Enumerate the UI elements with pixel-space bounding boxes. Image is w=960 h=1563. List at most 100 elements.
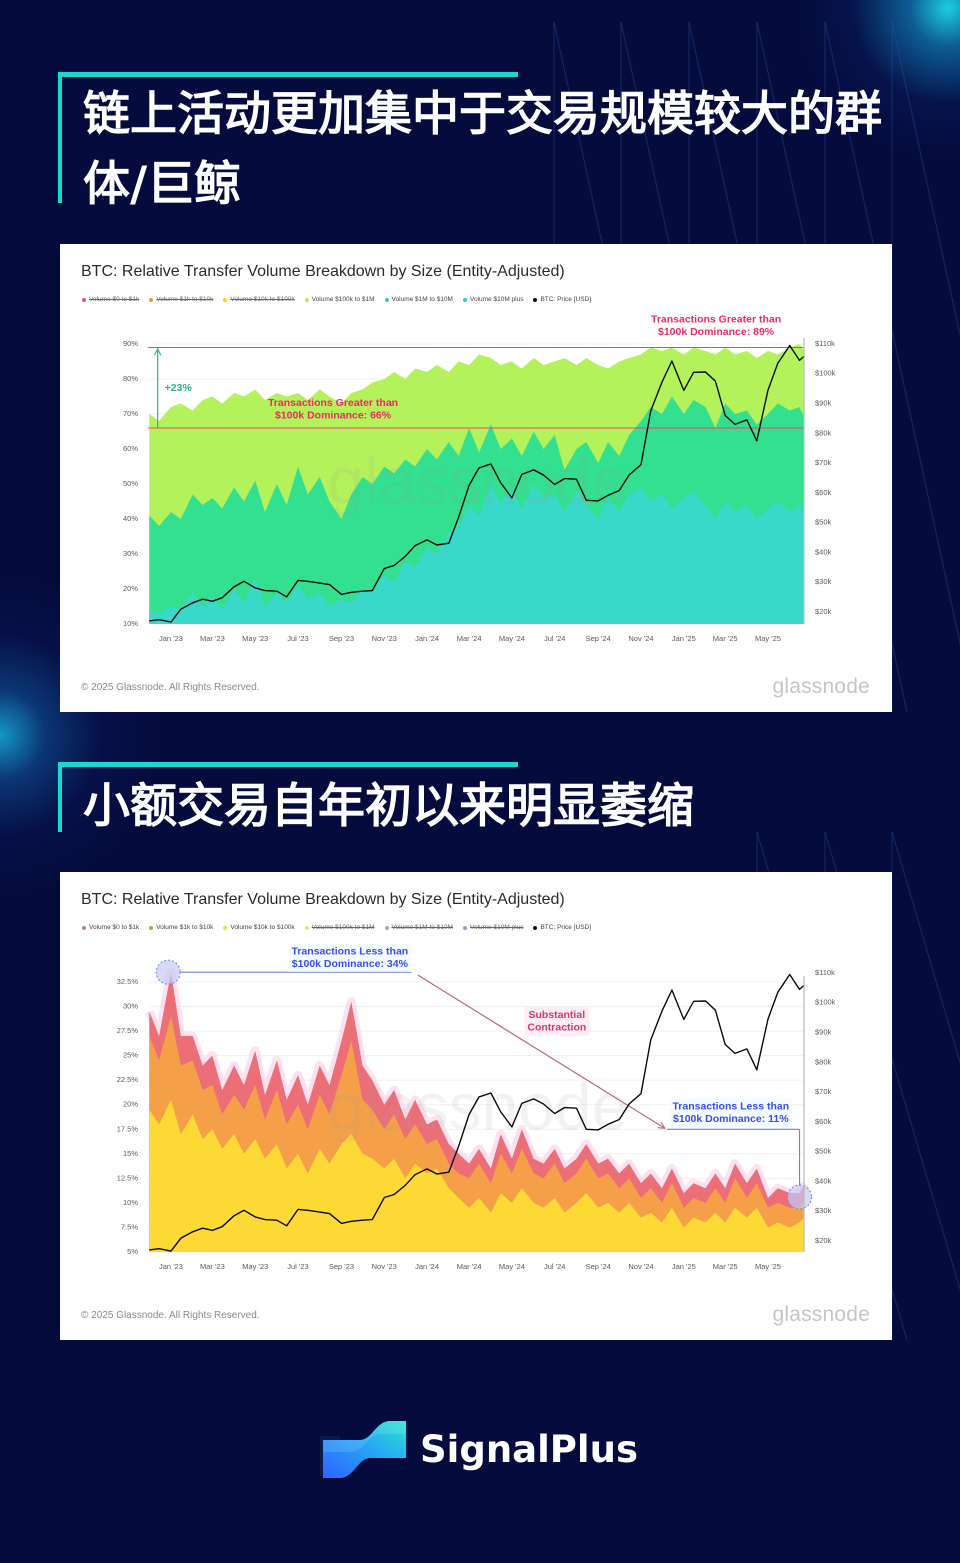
annotation-text: $100k Dominance: 66% [275, 409, 392, 421]
x-tick-label: Sep '23 [329, 1262, 354, 1271]
y2-tick-label: $50k [815, 1147, 832, 1156]
legend-item[interactable]: Volume $1k to $10k [149, 296, 213, 304]
legend-dot-icon [223, 926, 228, 930]
section-small-transfers: 小额交易自年初以来明显萎缩 [58, 762, 938, 834]
brand-name: SignalPlus [420, 1428, 638, 1471]
legend-label: Volume $1k to $10k [156, 296, 214, 303]
annotation-text: Contraction [527, 1022, 586, 1034]
highlight-circle [787, 1184, 813, 1210]
x-tick-label: Nov '24 [628, 1262, 653, 1271]
y-tick-label: 15% [123, 1149, 138, 1158]
glassnode-watermark: glassnode [328, 443, 629, 517]
legend-item[interactable]: Volume $10k to $100k [223, 924, 295, 932]
legend-dot-icon [462, 926, 467, 930]
btc-price-line[interactable] [149, 973, 805, 1252]
legend-item[interactable]: BTC: Price [USD] [533, 924, 591, 932]
glassnode-logo: glassnode [772, 675, 870, 698]
legend-item[interactable]: Volume $10k to $100k [223, 296, 295, 304]
area-volume-10m-plus[interactable] [149, 484, 805, 624]
x-tick-label: Sep '24 [586, 634, 611, 643]
y2-tick-label: $30k [815, 577, 832, 586]
x-tick-label: Jul '23 [287, 1262, 308, 1271]
y2-tick-label: $110k [815, 339, 835, 348]
y2-tick-label: $60k [815, 488, 832, 497]
legend-item[interactable]: Volume $100k to $1M [304, 296, 375, 304]
chart-title: BTC: Relative Transfer Volume Breakdown … [81, 263, 565, 280]
section-title-line: 链上活动更加集中于交易规模较大的群 [83, 87, 882, 142]
annotation-text: Transactions Greater than [268, 397, 398, 409]
y2-tick-label: $110k [815, 968, 835, 977]
decor-line [824, 21, 960, 646]
annotation-labels-layer: +23%Transactions Greater than$100k Domin… [165, 314, 781, 422]
watermark-layer: glassnode [328, 443, 629, 517]
y2-tick-label: $40k [815, 1176, 832, 1185]
x-tick-label: May '24 [499, 634, 525, 643]
highlight-circle [155, 959, 181, 985]
area-layer [149, 344, 805, 624]
y-tick-label: 10% [123, 1198, 138, 1207]
x-tick-label: Jan '23 [159, 634, 183, 643]
y-tick-label: 32.5% [117, 977, 139, 986]
y2-tick-label: $90k [815, 1028, 832, 1037]
copyright-text: © 2025 Glassnode. All Rights Reserved. [81, 1310, 260, 1321]
y2-tick-label: $80k [815, 1057, 832, 1066]
legend-dot-icon [149, 926, 154, 930]
x-tick-label: Jul '24 [544, 634, 565, 643]
y2-tick-label: $70k [815, 458, 832, 467]
x-tick-label: Jul '24 [544, 1262, 565, 1271]
annotation-label: +23% [165, 382, 193, 394]
annotation-bg [288, 943, 412, 972]
y2-tick-label: $40k [815, 547, 832, 556]
accent-bar-top [58, 762, 518, 767]
signalplus-brand: SignalPlus [320, 1418, 650, 1484]
chart-card-small-transfers: glassnode Transactions Less than $100k Dom… [60, 872, 892, 1340]
legend-dot-icon [82, 298, 86, 302]
x-tick-label: May '25 [755, 634, 781, 643]
annotation-text: $100k Dominance: 89% [658, 326, 775, 338]
annotation-text: Substantial [529, 1009, 586, 1021]
area-volume-10k-to-100k[interactable] [149, 1099, 805, 1252]
section-title-line: 体/巨鲸 [83, 157, 242, 212]
legend-label: Volume $100k to $1M [311, 924, 375, 931]
price-layer [149, 344, 805, 623]
legend-item[interactable]: Volume $1k to $10k [149, 924, 213, 932]
annotation-label: Transactions Greater than$100k Dominance… [268, 397, 398, 422]
y2-tick-label: $90k [815, 399, 832, 408]
legend-item[interactable]: Volume $1M to $10M [384, 296, 453, 304]
legend-dot-icon [223, 298, 228, 302]
x-tick-label: Jan '25 [672, 1262, 696, 1271]
legend-label: Volume $0 to $1k [89, 296, 140, 303]
chart-legend: Volume $0 to $1k Volume $1k to $10k Volume… [82, 924, 591, 932]
btc-price-line[interactable] [149, 344, 805, 623]
legend-item[interactable]: Volume $0 to $1k [82, 924, 139, 932]
annotation-arrow [417, 974, 665, 1128]
legend-label: Volume $0 to $1k [89, 924, 140, 931]
legend-item[interactable]: Volume $10M plus [462, 296, 523, 304]
legend-item[interactable]: BTC: Price [USD] [533, 296, 591, 304]
legend-item[interactable]: Volume $100k to $1M [304, 924, 375, 932]
x-tick-label: Jan '23 [159, 1262, 183, 1271]
x-tick-label: Mar '25 [713, 1262, 738, 1271]
x-tick-label: Nov '23 [372, 1262, 397, 1271]
section-title: 链上活动更加集中于交易规模较大的群 体/巨鲸 [83, 80, 882, 220]
annotation-labels-layer: Transactions Less than$100k Dominance: 3… [155, 943, 813, 1210]
legend-label: Volume $1k to $10k [156, 924, 214, 931]
x-tick-label: May '25 [755, 1262, 781, 1271]
x-tick-label: Nov '23 [372, 634, 397, 643]
annotation-text: Transactions Less than [672, 1100, 789, 1112]
legend-item[interactable]: Volume $1M to $10M [384, 924, 453, 932]
legend-item[interactable]: Volume $10M plus [462, 924, 523, 932]
y-tick-label: 7.5% [121, 1222, 138, 1231]
x-tick-label: Mar '24 [457, 1262, 482, 1271]
chart-title: BTC: Relative Transfer Volume Breakdown … [81, 891, 565, 908]
legend-dot-icon [462, 298, 467, 302]
y-tick-label: 27.5% [117, 1026, 139, 1035]
axis-layer: 90% 80% 70% 60% 50% 40% 30% 20% 10% $110k $100k $90… [123, 338, 836, 643]
chart-legend: Volume $0 to $1k Volume $1k to $10k Volume… [82, 296, 591, 304]
annotation-text: +23% [165, 382, 193, 394]
legend-item[interactable]: Volume $0 to $1k [82, 296, 139, 304]
glassnode-logo: glassnode [772, 1303, 870, 1326]
x-tick-label: Nov '24 [628, 634, 653, 643]
